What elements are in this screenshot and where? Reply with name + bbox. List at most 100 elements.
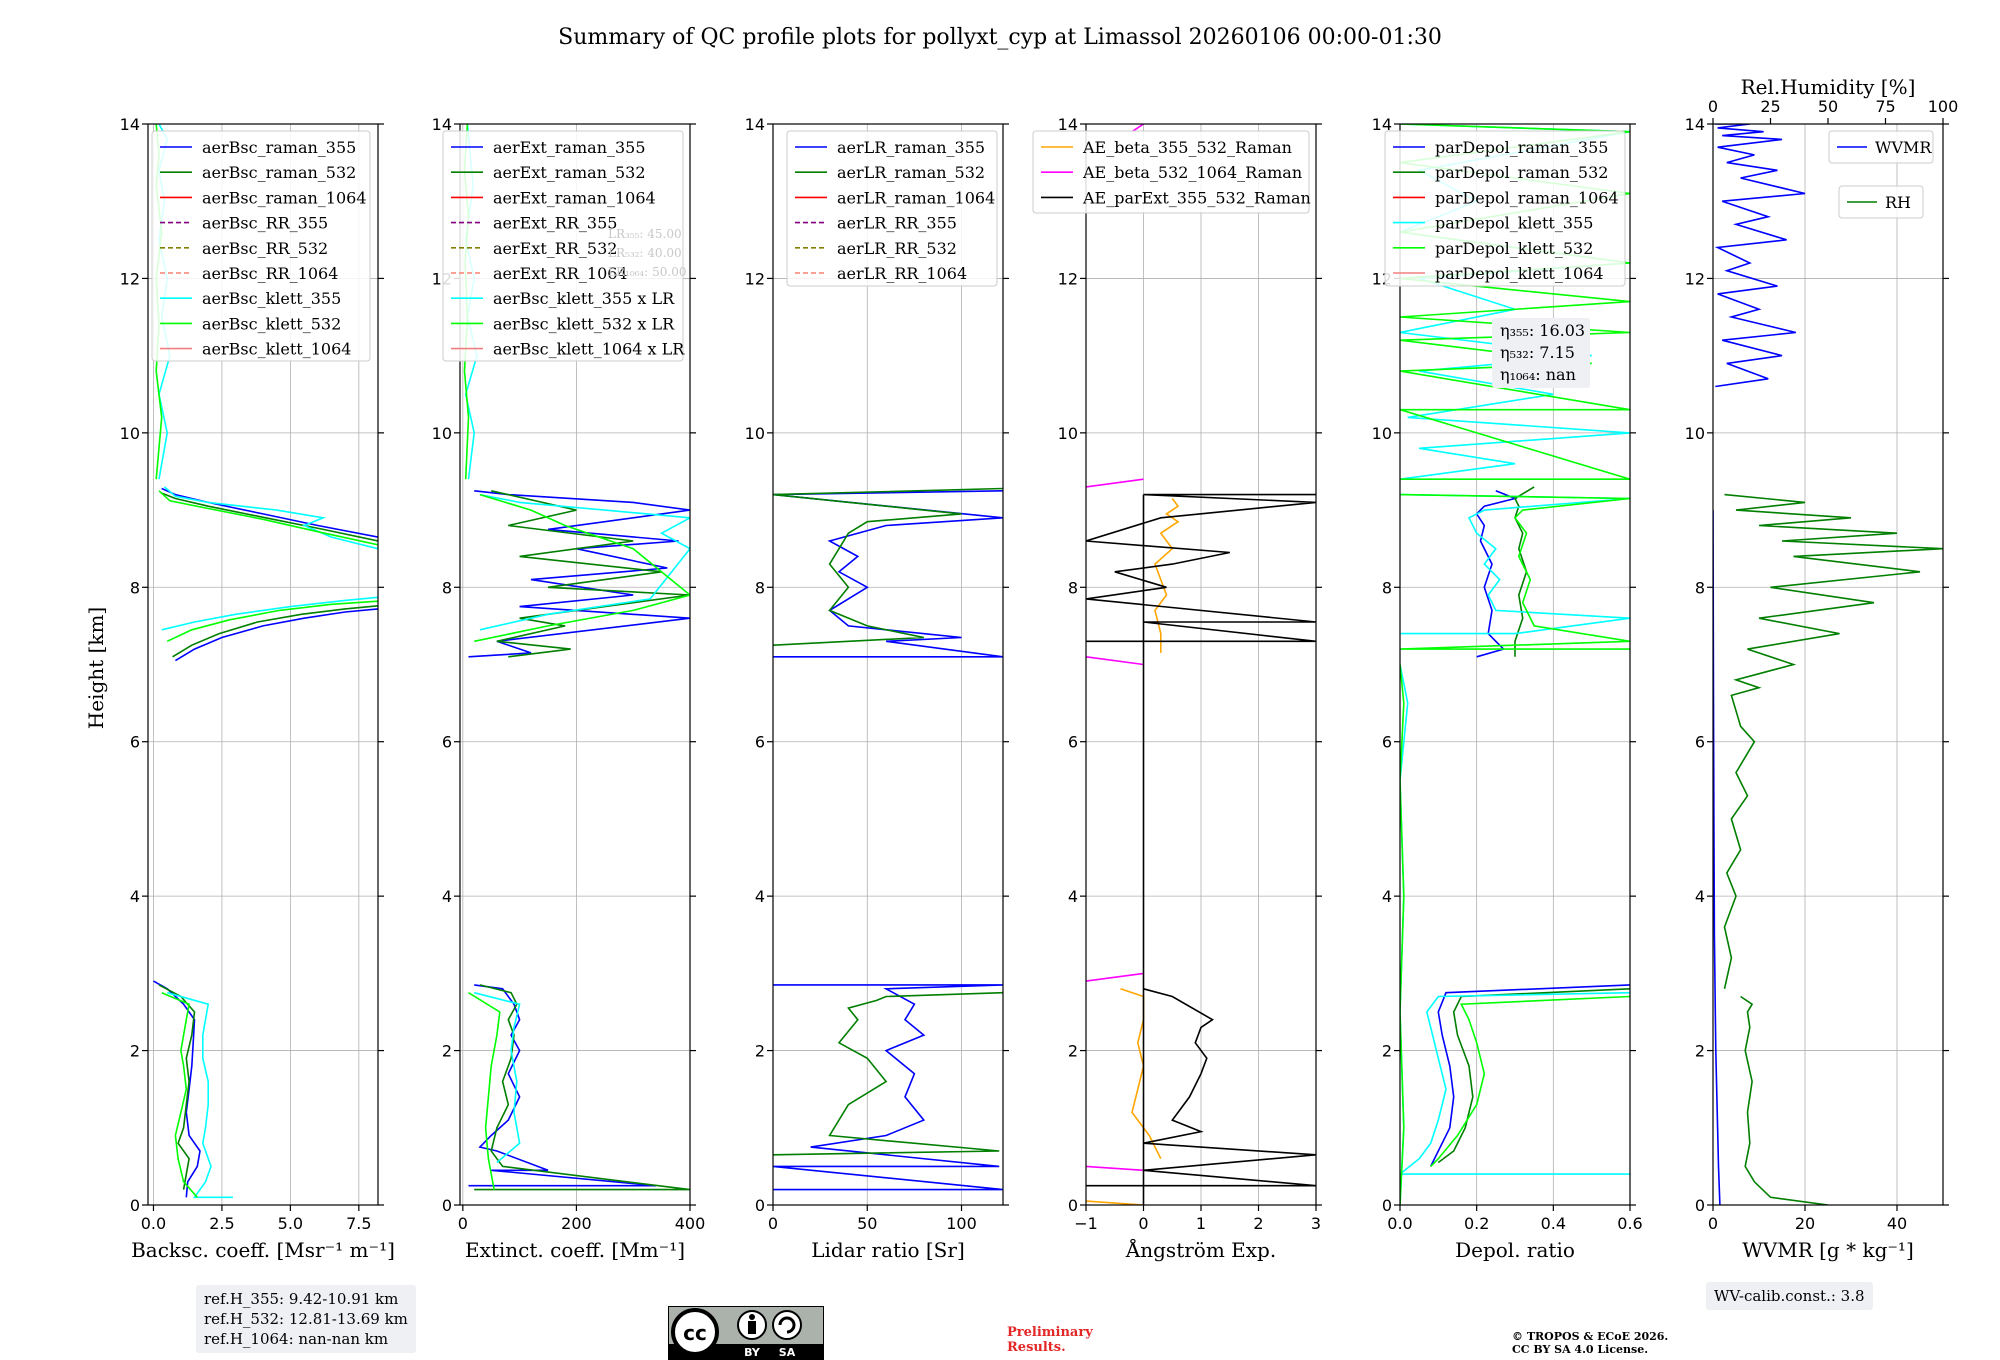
legend-box	[1384, 130, 1626, 287]
cc-by-sa-license-badge: cc BY SA	[668, 1306, 824, 1360]
y-tick-label: 6	[1695, 733, 1705, 752]
y-tick-label: 0	[1068, 1196, 1078, 1215]
eta-annotation: η₃₅₅: 16.03	[1500, 321, 1585, 340]
series-AE_beta_355_532_Raman	[1120, 988, 1162, 1160]
series-aerExt_raman_532	[491, 490, 690, 658]
legend-entry: aerBsc_raman_355	[202, 138, 356, 157]
copyright-note: © TROPOS & ECoE 2026. CC BY SA 4.0 Licen…	[1512, 1330, 1668, 1356]
legend-entry: aerBsc_RR_1064	[202, 264, 338, 283]
legend-entry: aerLR_RR_355	[837, 214, 957, 233]
legend-entry: aerBsc_RR_532	[202, 239, 328, 258]
x-tick-label: 40	[1887, 1214, 1907, 1233]
legend: aerExt_raman_355 aerExt_raman_532 aerExt_r…	[442, 130, 685, 362]
legend-entry: aerBsc_klett_532	[202, 314, 341, 333]
y-tick-label: 2	[1068, 1042, 1078, 1061]
series-aerBsc_klett_355	[166, 991, 233, 1199]
series-aerBsc_klett_532	[166, 600, 378, 643]
lidar-ratio-annotation: LR₅₃₂: 40.00	[608, 246, 682, 260]
y-tick-label: 2	[755, 1042, 765, 1061]
y-tick-label: 14	[432, 115, 452, 134]
y-tick-label: 2	[442, 1042, 452, 1061]
figure-title: Summary of QC profile plots for pollyxt_…	[558, 25, 1442, 50]
y-tick-label: 6	[755, 733, 765, 752]
legend-entry: aerLR_raman_532	[837, 163, 985, 182]
y-tick-label: 8	[755, 578, 765, 597]
y-tick-label: 4	[130, 887, 140, 906]
x-tick-label: 0	[458, 1214, 468, 1233]
legend-entry: aerExt_RR_355	[493, 214, 617, 233]
y-tick-label: 12	[745, 269, 765, 288]
axes-frame	[1399, 123, 1631, 1206]
legend-entry: RH	[1885, 193, 1911, 212]
x-tick-label: 50	[857, 1214, 877, 1233]
legend: AE_beta_355_532_Raman AE_beta_532_1064_Ra…	[1032, 130, 1311, 214]
legend-entry: aerExt_RR_1064	[493, 264, 628, 283]
y-tick-label: 0	[442, 1196, 452, 1215]
x-tick-label: −1	[1074, 1214, 1098, 1233]
x-tick-label: 0	[768, 1214, 778, 1233]
top-x-tick-label: 25	[1760, 97, 1780, 116]
y-tick-label: 8	[442, 578, 452, 597]
y-tick-label: 6	[1068, 733, 1078, 752]
y-tick-label: 4	[442, 887, 452, 906]
series-AE_beta_532_1064_Raman	[1086, 972, 1144, 982]
series-parDepol_klett_355	[1400, 991, 1630, 1175]
x-tick-label: 2.5	[209, 1214, 234, 1233]
x-tick-label: 0	[1708, 1214, 1718, 1233]
legend-box	[1838, 185, 1924, 219]
y-tick-label: 4	[1695, 887, 1705, 906]
y-tick-label: 0	[1382, 1196, 1392, 1215]
y-tick-label: 8	[1382, 578, 1392, 597]
series-lines	[773, 487, 1003, 1191]
legend-entry: AE_parExt_355_532_Raman	[1082, 188, 1311, 207]
legend-entry: aerLR_raman_1064	[837, 188, 995, 207]
series-aerBsc_raman_532	[158, 984, 196, 1190]
legend-entry: aerLR_RR_532	[837, 239, 957, 258]
legend-entry: AE_beta_355_532_Raman	[1082, 138, 1292, 157]
legend-entry: aerBsc_klett_355 x LR	[493, 289, 675, 308]
x-tick-label: 100	[946, 1214, 977, 1233]
series-AE_beta_355_532_Raman	[1086, 1200, 1144, 1205]
legend-entry: parDepol_raman_355	[1435, 138, 1608, 157]
y-axis-label: Height [km]	[84, 607, 108, 729]
x-tick-label: 3	[1311, 1214, 1321, 1233]
y-tick-label: 6	[1382, 733, 1392, 752]
series-aerBsc_klett_532	[161, 991, 198, 1198]
series-AE_parExt_355_532_Raman	[1086, 493, 1316, 643]
y-tick-label: 2	[1695, 1042, 1705, 1061]
y-tick-label: 14	[1685, 115, 1705, 134]
y-tick-label: 0	[755, 1196, 765, 1215]
x-tick-label: 0.4	[1541, 1214, 1566, 1233]
series-parDepol_klett_532	[1430, 995, 1630, 1167]
series-aerBsc_raman_355	[153, 980, 201, 1198]
legend-box	[1828, 130, 1934, 164]
ref-height-1064: ref.H_1064: nan-nan km	[204, 1330, 389, 1348]
preliminary-line-1: Preliminary	[1007, 1325, 1093, 1340]
series-parDepol_raman_532	[1513, 486, 1535, 657]
y-tick-label: 10	[1685, 424, 1705, 443]
legend-entry: parDepol_klett_355	[1435, 214, 1593, 233]
y-tick-label: 14	[120, 115, 140, 134]
series-lines	[1086, 124, 1316, 1205]
x-axis-label: WVMR [g * kg⁻¹]	[1742, 1238, 1914, 1262]
top-x-axis-label: Rel.Humidity [%]	[1741, 75, 1916, 99]
x-tick-label: 400	[675, 1214, 706, 1233]
x-axis-label: Depol. ratio	[1455, 1238, 1575, 1262]
series-aerBsc_raman_355	[174, 608, 378, 662]
y-tick-label: 2	[130, 1042, 140, 1061]
series-aerLR_raman_355	[773, 490, 1003, 658]
series-WVMR	[1714, 124, 1806, 388]
x-axis-label: Backsc. coeff. [Msr⁻¹ m⁻¹]	[131, 1238, 395, 1262]
wv-calibration-constant: WV-calib.const.: 3.8	[1714, 1287, 1865, 1305]
y-tick-label: 6	[130, 733, 140, 752]
y-tick-label: 8	[130, 578, 140, 597]
copyright-line-2: CC BY SA 4.0 License.	[1512, 1343, 1649, 1356]
series-aerExt_raman_532	[474, 984, 690, 1191]
series-aerBsc_klett_532	[158, 490, 378, 546]
series-parDepol_raman_355	[1429, 984, 1630, 1167]
series-RH	[1723, 493, 1943, 989]
x-tick-label: 2	[1253, 1214, 1263, 1233]
series-aerExt_raman_355	[468, 490, 690, 658]
legend-entry: parDepol_klett_532	[1435, 239, 1593, 258]
series-aerBsc_klett_355 x LR	[479, 493, 690, 631]
